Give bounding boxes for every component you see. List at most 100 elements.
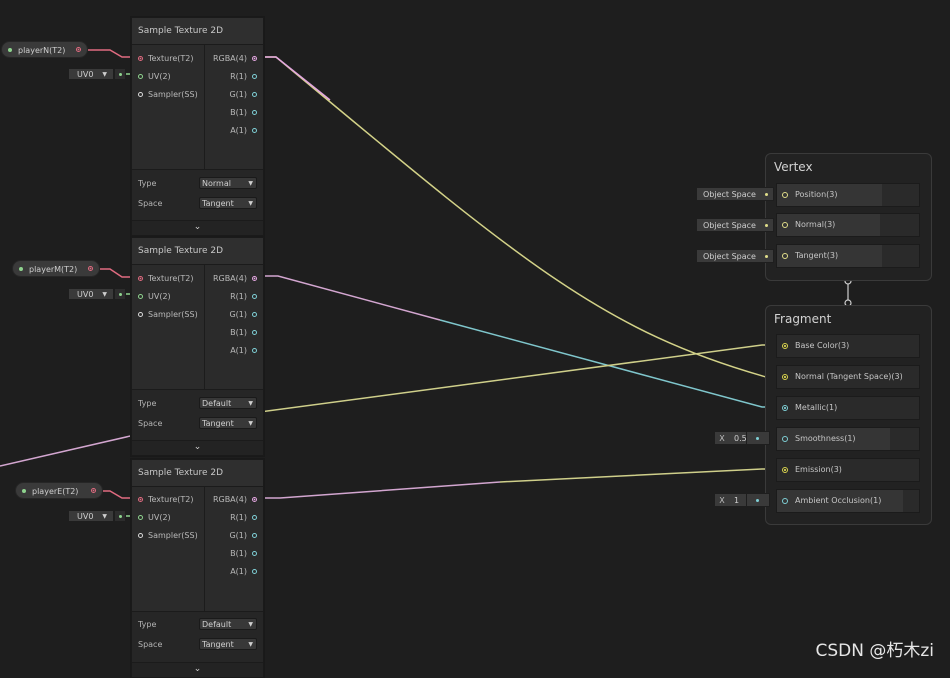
space-dropdown[interactable]: Tangent ▼ xyxy=(199,417,257,429)
uv-port-2[interactable] xyxy=(114,288,126,300)
smoothness-input[interactable]: X 0.5 xyxy=(714,431,770,445)
port-b[interactable]: B(1) xyxy=(230,328,257,337)
sampler-port-icon xyxy=(138,92,143,97)
port-texture[interactable]: Texture(T2) xyxy=(138,495,194,504)
wire-rgba3-emission-yellow xyxy=(499,468,784,483)
b-port-icon xyxy=(252,551,257,556)
sampler-port-icon xyxy=(138,312,143,317)
port-r[interactable]: R(1) xyxy=(230,292,257,301)
b-port-icon xyxy=(252,330,257,335)
port-uv[interactable]: UV(2) xyxy=(138,292,171,301)
float-port-icon xyxy=(782,498,788,504)
uv-port-3[interactable] xyxy=(114,510,126,522)
ao-value[interactable]: 1 xyxy=(734,496,740,505)
type-dropdown[interactable]: Default ▼ xyxy=(199,397,257,409)
vertex-stack[interactable]: Vertex Position(3) Normal(3) Tangent(3) xyxy=(765,153,932,281)
port-uv[interactable]: UV(2) xyxy=(138,72,171,81)
block-metallic[interactable]: Metallic(1) xyxy=(776,396,920,420)
vector3-port-icon xyxy=(782,222,788,228)
port-label: Sampler(SS) xyxy=(148,310,198,319)
property-playerE[interactable]: playerE(T2) xyxy=(15,482,103,499)
block-fill xyxy=(777,490,903,512)
space-dropdown[interactable]: Tangent ▼ xyxy=(199,197,257,209)
sample-texture-node-2[interactable]: Sample Texture 2D Texture(T2) UV(2) Samp… xyxy=(131,237,264,456)
port-texture[interactable]: Texture(T2) xyxy=(138,274,194,283)
uv-port-1[interactable] xyxy=(114,68,126,80)
vector3-port-icon xyxy=(782,192,788,198)
block-position[interactable]: Position(3) xyxy=(776,183,920,207)
port-sampler[interactable]: Sampler(SS) xyxy=(138,531,198,540)
property-playerM[interactable]: playerM(T2) xyxy=(12,260,100,277)
port-rgba[interactable]: RGBA(4) xyxy=(213,54,257,63)
property-output-port[interactable] xyxy=(76,47,81,52)
b-port-icon xyxy=(252,110,257,115)
port-b[interactable]: B(1) xyxy=(230,549,257,558)
block-label: Ambient Occlusion(1) xyxy=(795,496,882,505)
uv-dropdown-3[interactable]: UV0 ▼ xyxy=(68,510,114,522)
uv-port-icon xyxy=(138,74,143,79)
property-output-port[interactable] xyxy=(91,488,96,493)
type-row: Type Normal ▼ xyxy=(138,177,257,191)
sample-texture-node-3[interactable]: Sample Texture 2D Texture(T2) UV(2) Samp… xyxy=(131,459,264,678)
block-ambient-occlusion[interactable]: Ambient Occlusion(1) xyxy=(776,489,920,513)
uv-dropdown-2[interactable]: UV0 ▼ xyxy=(68,288,114,300)
collapse-toggle[interactable]: ⌄ xyxy=(132,220,263,235)
type-dropdown[interactable]: Normal ▼ xyxy=(199,177,257,189)
block-smoothness[interactable]: Smoothness(1) xyxy=(776,427,920,451)
port-a[interactable]: A(1) xyxy=(230,567,257,576)
property-output-port[interactable] xyxy=(88,266,93,271)
property-label: playerN(T2) xyxy=(18,46,66,55)
port-label: B(1) xyxy=(230,549,247,558)
type-label: Type xyxy=(138,399,157,408)
space-value: Object Space xyxy=(703,190,756,199)
chevron-down-icon: ▼ xyxy=(248,180,253,187)
port-g[interactable]: G(1) xyxy=(229,90,257,99)
block-emission[interactable]: Emission(3) xyxy=(776,458,920,482)
port-divider xyxy=(204,487,205,611)
port-rgba[interactable]: RGBA(4) xyxy=(213,495,257,504)
block-normal-tangent[interactable]: Normal (Tangent Space)(3) xyxy=(776,365,920,389)
rgba-port-icon xyxy=(252,497,257,502)
g-port-icon xyxy=(252,533,257,538)
port-g[interactable]: G(1) xyxy=(229,310,257,319)
a-port-icon xyxy=(252,569,257,574)
ambient-occlusion-input[interactable]: X 1 xyxy=(714,493,770,507)
type-dropdown[interactable]: Default ▼ xyxy=(199,618,257,630)
normal-space-input[interactable]: Object Space xyxy=(696,218,774,232)
port-g[interactable]: G(1) xyxy=(229,531,257,540)
vector3-port-icon xyxy=(782,374,788,380)
port-a[interactable]: A(1) xyxy=(230,126,257,135)
port-uv[interactable]: UV(2) xyxy=(138,513,171,522)
port-r[interactable]: R(1) xyxy=(230,72,257,81)
port-texture[interactable]: Texture(T2) xyxy=(138,54,194,63)
sample-texture-node-1[interactable]: Sample Texture 2D Texture(T2) UV(2) Samp… xyxy=(131,17,264,236)
g-port-icon xyxy=(252,92,257,97)
fragment-stack[interactable]: Fragment Base Color(3) Normal (Tangent S… xyxy=(765,305,932,525)
port-r[interactable]: R(1) xyxy=(230,513,257,522)
port-a[interactable]: A(1) xyxy=(230,346,257,355)
type-row: Type Default ▼ xyxy=(138,397,257,411)
port-b[interactable]: B(1) xyxy=(230,108,257,117)
chevron-down-icon: ▼ xyxy=(102,513,107,520)
port-sampler[interactable]: Sampler(SS) xyxy=(138,90,198,99)
property-playerN[interactable]: playerN(T2) xyxy=(1,41,88,58)
space-label: Space xyxy=(138,199,163,208)
tangent-space-input[interactable]: Object Space xyxy=(696,249,774,263)
block-base-color[interactable]: Base Color(3) xyxy=(776,334,920,358)
space-label: Space xyxy=(138,640,163,649)
space-dropdown[interactable]: Tangent ▼ xyxy=(199,638,257,650)
smoothness-value[interactable]: 0.5 xyxy=(734,434,747,443)
uv-dropdown-1[interactable]: UV0 ▼ xyxy=(68,68,114,80)
watermark: CSDN @朽木zi xyxy=(815,641,934,661)
texture-port-icon xyxy=(138,56,143,61)
block-normal[interactable]: Normal(3) xyxy=(776,213,920,237)
block-fill xyxy=(777,184,882,206)
collapse-toggle[interactable]: ⌄ xyxy=(132,662,263,677)
port-label: Texture(T2) xyxy=(148,274,194,283)
block-tangent[interactable]: Tangent(3) xyxy=(776,244,920,268)
collapse-toggle[interactable]: ⌄ xyxy=(132,440,263,455)
port-label: B(1) xyxy=(230,328,247,337)
port-sampler[interactable]: Sampler(SS) xyxy=(138,310,198,319)
position-space-input[interactable]: Object Space xyxy=(696,187,774,201)
port-rgba[interactable]: RGBA(4) xyxy=(213,274,257,283)
